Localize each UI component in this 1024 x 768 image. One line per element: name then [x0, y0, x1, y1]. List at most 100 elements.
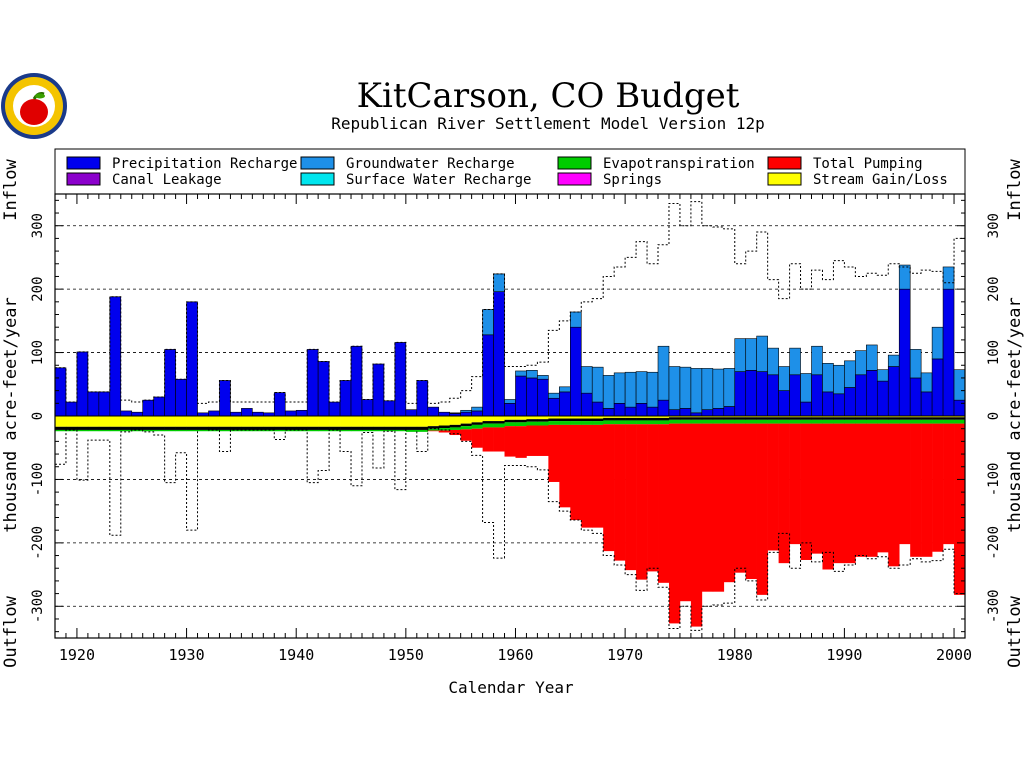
bar-evapotranspiration: [515, 422, 527, 427]
bar-total-pumping: [800, 423, 812, 560]
bar-total-pumping: [636, 424, 648, 580]
bar-stream-gain-loss: [756, 416, 768, 418]
bar-groundwater-recharge: [931, 326, 944, 360]
bar-total-pumping: [668, 423, 681, 624]
bar-total-pumping: [712, 423, 725, 592]
bar-stream-gain-loss: [252, 416, 264, 427]
bar-black-band: [767, 417, 779, 420]
bar-black-band: [120, 426, 133, 430]
bar-evapotranspiration: [87, 429, 100, 432]
legend-label: Surface Water Recharge: [346, 172, 531, 188]
bar-total-pumping: [537, 425, 549, 456]
legend-swatch: [767, 156, 802, 170]
legend-swatch: [300, 156, 335, 170]
bar-stream-gain-loss: [767, 416, 779, 418]
bar-black-band: [712, 417, 725, 420]
x-tick-label: 1990: [826, 646, 862, 664]
bar-precipitation-recharge: [482, 334, 494, 417]
bar-groundwater-recharge: [515, 370, 527, 377]
bar-evapotranspiration: [888, 419, 900, 424]
bar-evapotranspiration: [548, 421, 560, 425]
y-tick-label-right: 200: [986, 276, 1002, 301]
bar-black-band: [932, 417, 944, 420]
bar-precipitation-recharge: [65, 401, 78, 417]
bar-groundwater-recharge: [526, 370, 538, 379]
bar-evapotranspiration: [142, 429, 154, 432]
bar-precipitation-recharge: [164, 349, 176, 417]
bar-black-band: [208, 426, 220, 430]
x-tick-label: 1920: [59, 646, 95, 664]
legend-label: Evapotranspiration: [603, 156, 755, 172]
bar-total-pumping: [943, 423, 955, 545]
bar-precipitation-recharge: [219, 380, 231, 417]
bar-groundwater-recharge: [953, 369, 966, 401]
bar-groundwater-recharge: [449, 412, 461, 414]
bar-evapotranspiration: [427, 428, 440, 431]
bar-groundwater-recharge: [887, 354, 900, 367]
bar-precipitation-recharge: [778, 390, 790, 417]
bar-precipitation-recharge: [361, 399, 374, 417]
bar-evapotranspiration: [109, 429, 122, 432]
bar-black-band: [372, 426, 385, 430]
bar-groundwater-recharge: [942, 266, 955, 290]
bar-precipitation-recharge: [723, 406, 736, 417]
bar-black-band: [756, 417, 768, 420]
bar-precipitation-recharge: [427, 406, 440, 417]
bar-evapotranspiration: [263, 429, 275, 432]
bar-precipitation-recharge: [76, 351, 89, 417]
bar-black-band: [647, 417, 659, 421]
bar-evapotranspiration: [131, 429, 144, 432]
bar-precipitation-recharge: [241, 408, 253, 417]
bar-precipitation-recharge: [570, 326, 582, 417]
bar-precipitation-recharge: [756, 371, 768, 417]
bar-black-band: [899, 417, 911, 420]
bar-evapotranspiration: [318, 429, 330, 432]
bar-evapotranspiration: [690, 419, 703, 424]
bar-black-band: [263, 426, 275, 430]
bar-total-pumping: [493, 427, 505, 452]
bar-stream-gain-loss: [153, 416, 165, 427]
bar-evapotranspiration: [910, 419, 922, 424]
x-tick-label: 1940: [278, 646, 314, 664]
bar-evapotranspiration: [296, 429, 308, 432]
bar-precipitation-recharge: [898, 288, 911, 417]
bar-black-band: [394, 426, 407, 430]
bar-total-pumping: [701, 423, 714, 592]
bar-stream-gain-loss: [537, 416, 549, 420]
bar-precipitation-recharge: [394, 342, 407, 417]
inflow-label-left: Inflow: [1, 159, 21, 221]
bar-total-pumping: [658, 424, 670, 583]
bar-groundwater-recharge: [635, 371, 648, 404]
bar-evapotranspiration: [679, 419, 692, 424]
bar-precipitation-recharge: [548, 397, 560, 417]
bar-precipitation-recharge: [504, 403, 516, 417]
bar-precipitation-recharge: [833, 393, 845, 417]
bar-black-band: [559, 418, 571, 422]
bar-total-pumping: [679, 423, 692, 602]
bar-stream-gain-loss: [921, 416, 933, 418]
y-tick-label-right: -100: [986, 463, 1002, 497]
bar-precipitation-recharge: [87, 391, 100, 417]
bar-black-band: [416, 426, 429, 430]
bar-black-band: [548, 418, 560, 422]
bar-total-pumping: [888, 423, 900, 567]
bar-groundwater-recharge: [657, 345, 670, 401]
bar-black-band: [690, 417, 703, 420]
bar-black-band: [800, 417, 812, 420]
bar-black-band: [866, 417, 878, 420]
legend-swatch: [66, 172, 101, 186]
bar-black-band: [592, 418, 604, 422]
outflow-label-right: Outflow: [1005, 595, 1024, 667]
bar-stream-gain-loss: [515, 416, 527, 420]
bar-black-band: [153, 426, 165, 430]
bar-stream-gain-loss: [164, 416, 176, 427]
bar-stream-gain-loss: [416, 416, 429, 427]
bar-total-pumping: [603, 424, 615, 552]
bar-evapotranspiration: [800, 419, 812, 424]
bar-precipitation-recharge: [734, 371, 747, 417]
bar-black-band: [219, 426, 231, 430]
bar-total-pumping: [877, 423, 889, 553]
bar-evapotranspiration: [789, 419, 801, 424]
bar-black-band: [537, 419, 549, 422]
